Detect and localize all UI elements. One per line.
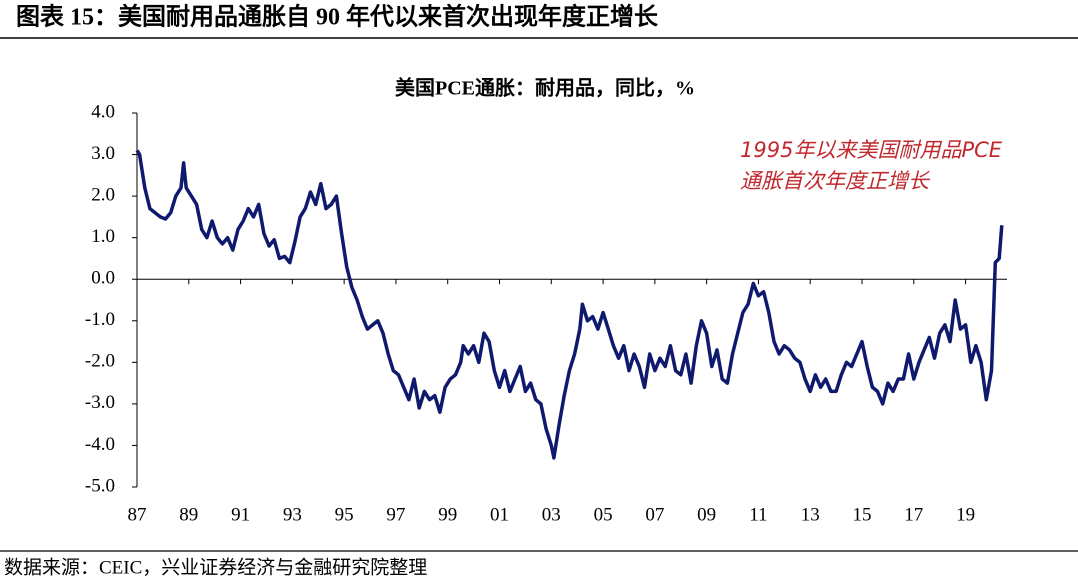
x-tick-label: 17 [904, 504, 923, 525]
y-tick-label: -3.0 [85, 392, 115, 413]
y-tick-label: -4.0 [85, 434, 115, 455]
annotation: 通胀首次年度正增长 [740, 169, 931, 193]
y-tick-label: 1.0 [91, 226, 115, 247]
x-tick-label: 13 [801, 504, 820, 525]
x-tick-label: 97 [386, 504, 405, 525]
data-line [135, 149, 1004, 460]
x-tick-label: 19 [956, 504, 975, 525]
x-tick-label: 05 [594, 504, 613, 525]
x-tick-label: 11 [749, 504, 767, 525]
y-tick-label: -1.0 [85, 309, 115, 330]
x-tick-label: 09 [697, 504, 716, 525]
x-tick-label: 91 [231, 504, 250, 525]
x-tick-label: 95 [335, 504, 354, 525]
y-tick-label: 0.0 [91, 268, 115, 289]
y-tick-label: -2.0 [85, 351, 115, 372]
x-tick-label: 99 [438, 504, 457, 525]
source-note: 数据来源：CEIC，兴业证券经济与金融研究院整理 [4, 556, 427, 578]
page-title: 图表 15：美国耐用品通胀自 90 年代以来首次出现年度正增长 [16, 3, 659, 31]
x-tick-label: 93 [283, 504, 302, 525]
y-tick-label: 2.0 [91, 184, 115, 205]
x-tick-label: 07 [645, 504, 664, 525]
x-tick-label: 01 [490, 504, 509, 525]
x-tick-label: 15 [853, 504, 872, 525]
y-tick-label: -5.0 [85, 475, 115, 496]
chart-title: 美国PCE通胀：耐用品，同比，% [395, 76, 695, 100]
y-tick-label: 4.0 [91, 101, 115, 122]
annotation: 1995年以来美国耐用品PCE [740, 138, 1003, 162]
x-tick-label: 03 [542, 504, 561, 525]
x-tick-label: 89 [179, 504, 198, 525]
x-tick-label: 87 [128, 504, 147, 525]
y-tick-label: 3.0 [91, 143, 115, 164]
